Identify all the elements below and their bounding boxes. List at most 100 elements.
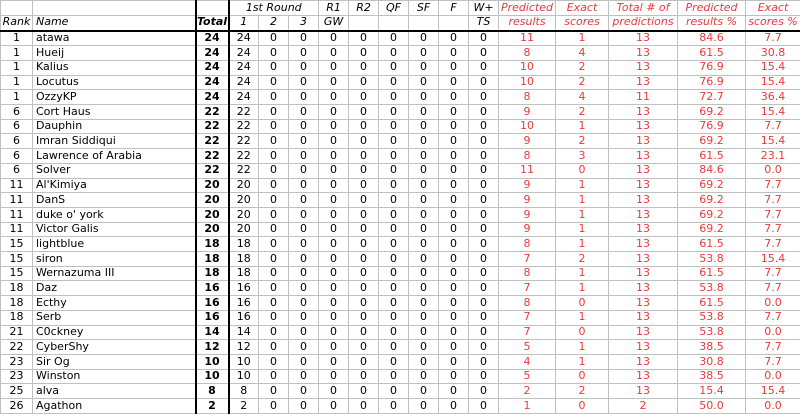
cell-round1-2: 0 [258,177,289,194]
cell-f: 0 [438,398,470,414]
cell-total-predictions: 13 [608,45,679,61]
cell-round1-2: 0 [258,324,289,341]
cell-predicted-results: 5 [498,368,557,385]
cell-total-predictions: 13 [608,265,679,282]
cell-qf: 0 [378,236,410,253]
cell-r2: 0 [348,324,380,341]
cell-exact-scores: 1 [555,280,610,297]
cell-f: 0 [438,324,470,341]
cell-r2: 0 [348,354,380,370]
cell-exact-scores-pct: 15.4 [745,104,800,120]
cell-w-ts: 0 [468,89,500,106]
cell-sf: 0 [408,74,440,91]
cell-round1-3: 0 [287,89,320,106]
cell-round1-2: 0 [258,236,289,253]
header-blank-f [438,15,470,32]
cell-rank: 6 [0,148,33,164]
cell-round1-2: 0 [258,118,289,135]
cell-round1-1: 20 [228,192,259,208]
cell-r2: 0 [348,89,380,106]
cell-round1-2: 0 [258,45,289,61]
cell-total: 20 [194,221,230,238]
cell-total-predictions: 13 [608,339,679,355]
cell-name: OzzyKP [32,89,196,106]
cell-r2: 0 [348,133,380,150]
cell-f: 0 [438,29,470,47]
cell-r1-gw: 0 [318,148,350,164]
cell-predicted-results: 9 [498,221,557,238]
cell-sf: 0 [408,192,440,208]
cell-predicted-results-pct: 69.2 [677,192,747,208]
cell-exact-scores-pct: 0.0 [745,398,800,414]
cell-predicted-results-pct: 61.5 [677,45,747,61]
cell-exact-scores-pct: 36.4 [745,89,800,106]
cell-exact-scores: 0 [555,162,610,179]
table-row: 23 Sir Og 10 10 0 0 0 0 0 0 0 0 4 1 13 30.8 7.7 [0,354,800,370]
header-1st-round: 1st Round [227,0,320,16]
cell-exact-scores-pct: 7.7 [745,280,800,297]
cell-f: 0 [438,280,470,297]
cell-qf: 0 [378,383,410,400]
cell-predicted-results: 9 [498,177,557,194]
table-row: 26 Agathon 2 2 0 0 0 0 0 0 0 0 1 0 2 50.0 0.0 [0,398,800,414]
cell-sf: 0 [408,324,440,341]
cell-round1-2: 0 [258,383,289,400]
cell-round1-2: 0 [258,162,289,179]
cell-predicted-results-pct: 69.2 [677,104,747,120]
cell-sf: 0 [408,29,440,47]
cell-f: 0 [438,354,470,370]
header-exact-pct-bottom: scores % [745,15,800,32]
cell-r2: 0 [348,280,380,297]
cell-round1-1: 20 [228,206,259,223]
cell-sf: 0 [408,206,440,223]
cell-r1-gw: 0 [318,324,350,341]
cell-rank: 1 [0,59,33,76]
cell-round1-2: 0 [258,192,289,208]
table-row: 1 Hueij 24 24 0 0 0 0 0 0 0 0 8 4 13 61.5 30.8 [0,45,800,61]
cell-predicted-results: 7 [498,309,557,326]
cell-round1-3: 0 [287,398,320,414]
cell-round1-2: 0 [258,206,289,223]
header-blank-sf [408,15,440,32]
table-row: 1 Kalius 24 24 0 0 0 0 0 0 0 0 10 2 13 76.9 15.4 [0,59,800,76]
cell-r1-gw: 0 [318,45,350,61]
cell-round1-2: 0 [258,89,289,106]
cell-sf: 0 [408,309,440,326]
cell-total: 16 [194,295,230,311]
cell-total: 18 [194,251,230,267]
cell-exact-scores-pct: 7.7 [745,206,800,223]
cell-total-predictions: 13 [608,236,679,253]
cell-exact-scores: 2 [555,59,610,76]
cell-exact-scores: 2 [555,383,610,400]
header-row-1: 1st Round R1 R2 QF SF F W+ Predicted Exa… [0,0,800,16]
cell-r1-gw: 0 [318,251,350,267]
cell-sf: 0 [408,177,440,194]
cell-name: atawa [32,29,196,47]
cell-name: lightblue [32,236,196,253]
cell-rank: 6 [0,118,33,135]
cell-r2: 0 [348,192,380,208]
cell-total: 16 [194,280,230,297]
cell-exact-scores-pct: 0.0 [745,368,800,385]
cell-round1-3: 0 [287,221,320,238]
cell-exact-scores-pct: 15.4 [745,251,800,267]
cell-exact-scores: 2 [555,74,610,91]
cell-round1-3: 0 [287,368,320,385]
cell-exact-scores: 2 [555,133,610,150]
cell-name: Agathon [32,398,196,414]
cell-exact-scores-pct: 30.8 [745,45,800,61]
cell-w-ts: 0 [468,383,500,400]
cell-sf: 0 [408,295,440,311]
cell-name: Solver [32,162,196,179]
cell-rank: 6 [0,133,33,150]
cell-total: 24 [194,89,230,106]
cell-f: 0 [438,45,470,61]
cell-w-ts: 0 [468,192,500,208]
cell-round1-1: 16 [228,280,259,297]
cell-rank: 1 [0,74,33,91]
cell-exact-scores-pct: 0.0 [745,162,800,179]
cell-round1-3: 0 [287,265,320,282]
cell-f: 0 [438,383,470,400]
cell-predicted-results-pct: 76.9 [677,74,747,91]
